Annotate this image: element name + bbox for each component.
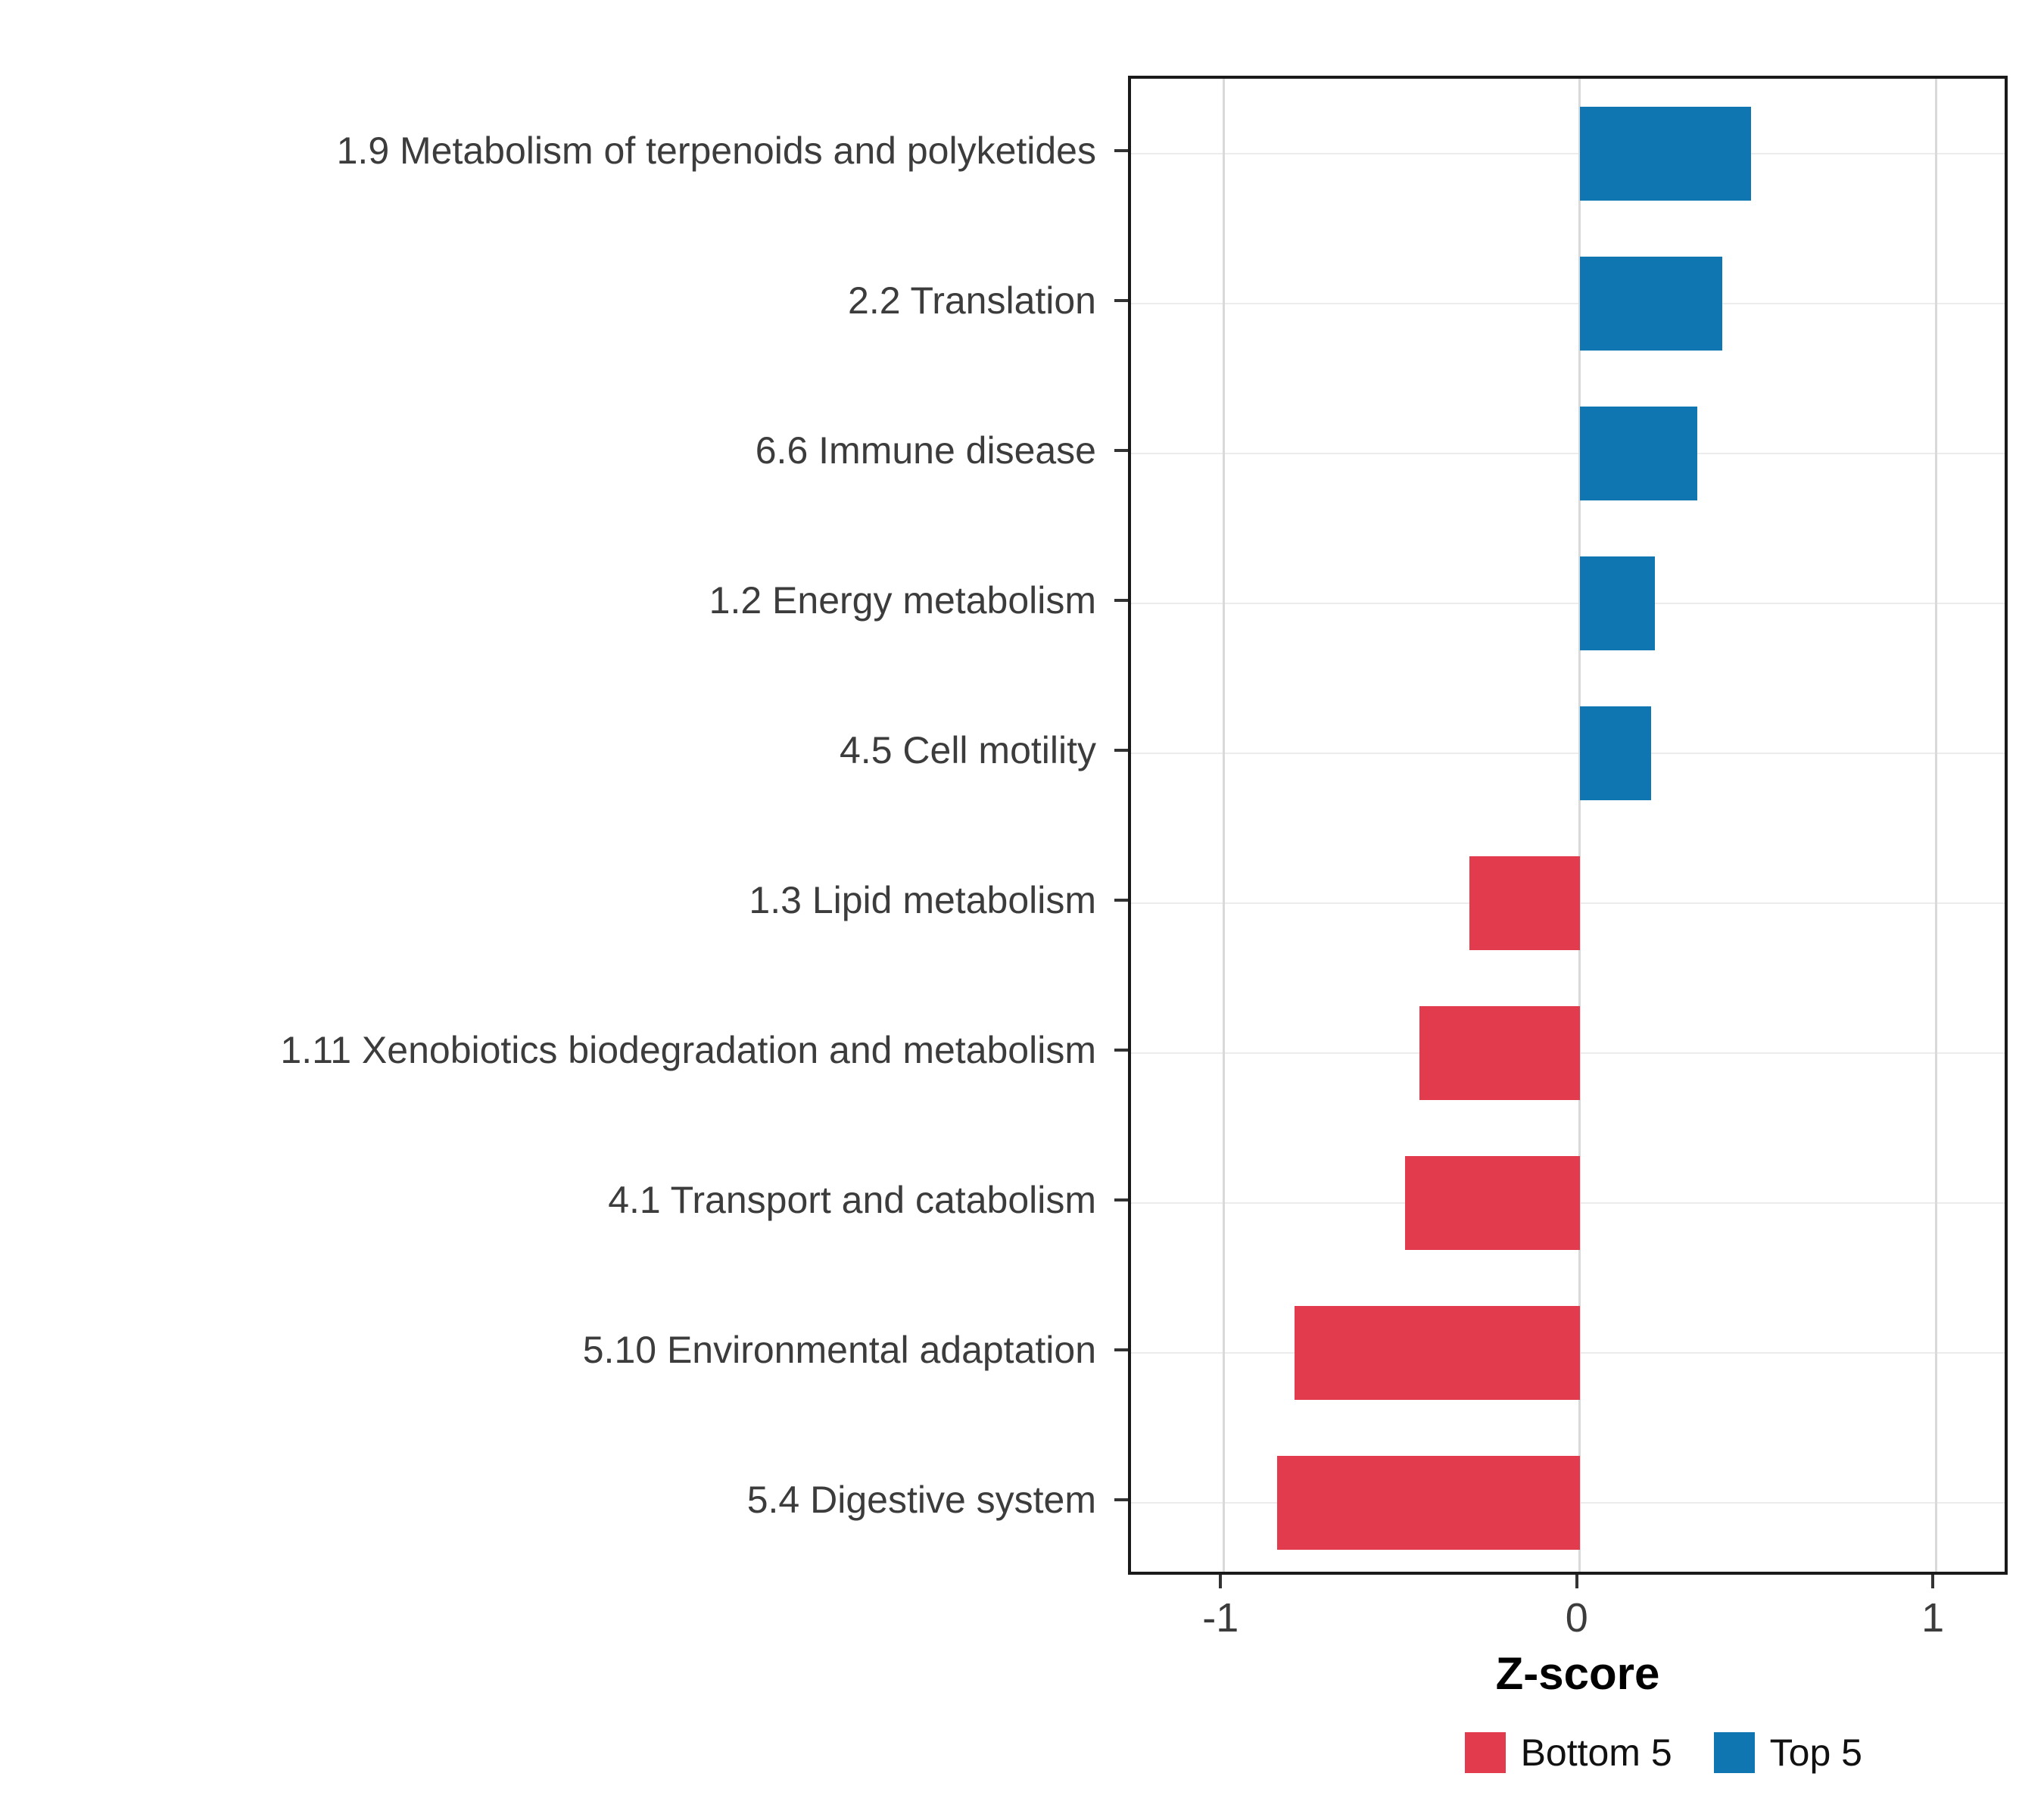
y-axis-label: 2.2 Translation bbox=[848, 279, 1096, 322]
bar-top5 bbox=[1579, 107, 1751, 201]
y-axis-label: 5.10 Environmental adaptation bbox=[582, 1329, 1096, 1371]
grid-line-horizontal bbox=[1131, 603, 2005, 604]
legend-swatch bbox=[1464, 1732, 1506, 1773]
y-axis-tick bbox=[1114, 1049, 1128, 1052]
x-axis-tick bbox=[1219, 1575, 1223, 1588]
bar-top5 bbox=[1579, 556, 1655, 650]
y-axis-tick bbox=[1114, 1498, 1128, 1501]
bar-bottom5 bbox=[1295, 1306, 1580, 1400]
legend-swatch bbox=[1713, 1732, 1755, 1773]
y-axis-tick bbox=[1114, 1348, 1128, 1351]
y-axis-tick bbox=[1114, 299, 1128, 302]
bar-bottom5 bbox=[1276, 1456, 1580, 1550]
grid-line-vertical bbox=[1934, 79, 1937, 1572]
x-axis-tick-label: -1 bbox=[1202, 1595, 1239, 1641]
x-axis-tick bbox=[1931, 1575, 1935, 1588]
y-axis-tick bbox=[1114, 1198, 1128, 1201]
x-axis-tick bbox=[1575, 1575, 1578, 1588]
legend: Bottom 5 Top 5 bbox=[1464, 1731, 1862, 1774]
bar-bottom5 bbox=[1469, 856, 1580, 950]
grid-line-horizontal bbox=[1131, 453, 2005, 454]
grid-line-horizontal bbox=[1131, 303, 2005, 304]
y-axis-label: 1.2 Energy metabolism bbox=[709, 579, 1096, 622]
legend-item: Bottom 5 bbox=[1464, 1731, 1672, 1774]
grid-line-horizontal bbox=[1131, 753, 2005, 754]
grid-line-vertical bbox=[1578, 79, 1581, 1572]
legend-label: Top 5 bbox=[1769, 1731, 1862, 1774]
y-axis-label: 4.1 Transport and catabolism bbox=[608, 1179, 1096, 1221]
y-axis-tick bbox=[1114, 749, 1128, 752]
bar-top5 bbox=[1579, 407, 1697, 500]
bar-top5 bbox=[1579, 257, 1722, 351]
y-axis-label: 4.5 Cell motility bbox=[840, 729, 1096, 771]
y-axis-tick bbox=[1114, 149, 1128, 152]
y-axis-label: 1.11 Xenobiotics biodegradation and meta… bbox=[280, 1029, 1096, 1071]
grid-line-horizontal bbox=[1131, 153, 2005, 154]
grid-line-vertical bbox=[1222, 79, 1225, 1572]
legend-item: Top 5 bbox=[1713, 1731, 1862, 1774]
x-axis-tick-label: 1 bbox=[1921, 1595, 1945, 1641]
x-axis-tick-label: 0 bbox=[1565, 1595, 1588, 1641]
y-axis-label: 6.6 Immune disease bbox=[755, 429, 1096, 472]
y-axis-tick bbox=[1114, 599, 1128, 602]
x-axis-title: Z-score bbox=[1495, 1648, 1660, 1699]
y-axis-label: 1.3 Lipid metabolism bbox=[749, 879, 1096, 921]
bar-bottom5 bbox=[1419, 1006, 1580, 1100]
y-axis-label: 5.4 Digestive system bbox=[746, 1479, 1096, 1521]
bar-bottom5 bbox=[1405, 1156, 1580, 1250]
y-axis-tick bbox=[1114, 899, 1128, 902]
legend-label: Bottom 5 bbox=[1520, 1731, 1672, 1774]
bar-top5 bbox=[1579, 706, 1651, 800]
y-axis-label: 1.9 Metabolism of terpenoids and polyket… bbox=[336, 129, 1096, 172]
plot-panel bbox=[1128, 76, 2008, 1575]
y-axis-tick bbox=[1114, 449, 1128, 452]
